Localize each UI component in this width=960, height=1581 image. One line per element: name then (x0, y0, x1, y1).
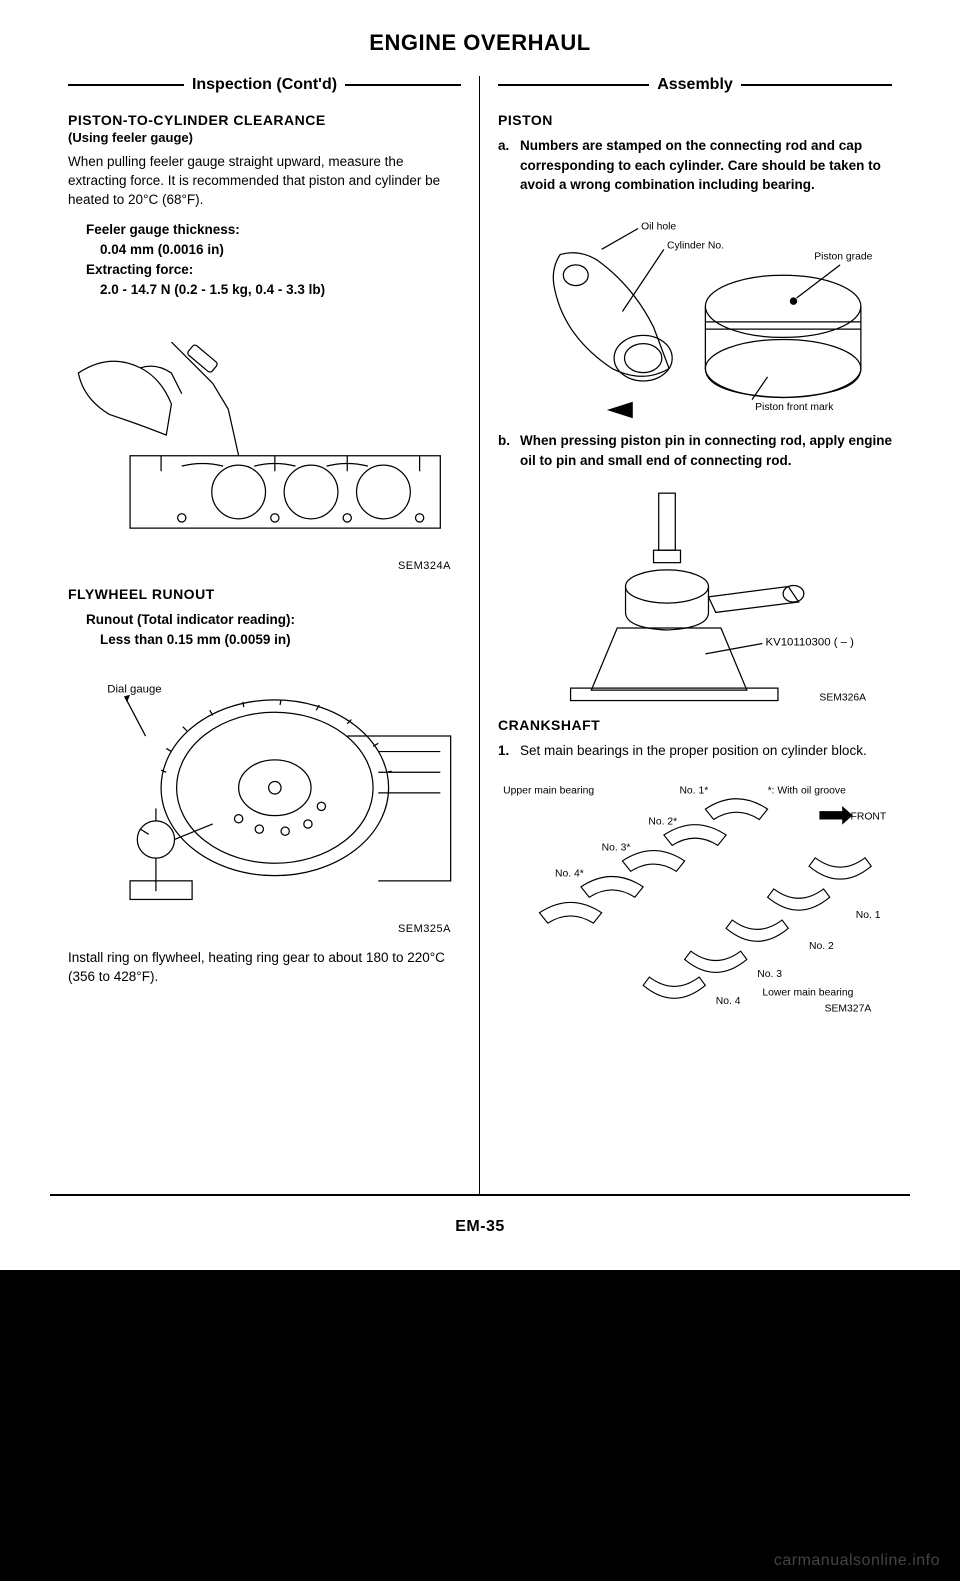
header-rule (741, 84, 892, 86)
header-rule (498, 84, 649, 86)
svg-text:No. 1: No. 1 (856, 910, 881, 921)
figure-code: SEM325A (68, 923, 461, 935)
svg-text:No. 4*: No. 4* (555, 869, 584, 880)
svg-text:Oil hole: Oil hole (641, 221, 676, 232)
piston-clearance-para: When pulling feeler gauge straight upwar… (68, 153, 461, 210)
svg-text:No. 3*: No. 3* (602, 843, 631, 854)
list-item: b. When pressing piston pin in connectin… (498, 431, 892, 470)
main-bearings-figure: Upper main bearing No. 1* *: With oil gr… (498, 778, 892, 1016)
page-number: EM-35 (50, 1218, 910, 1236)
feeler-gauge-figure (68, 311, 461, 549)
header-rule (345, 84, 461, 86)
piston-clearance-heading: PISTON-TO-CYLINDER CLEARANCE (68, 112, 461, 128)
runout-value: Less than 0.15 mm (0.0059 in) (100, 630, 461, 650)
svg-text:No. 3: No. 3 (757, 970, 782, 981)
extracting-force-label: Extracting force: (86, 260, 461, 280)
list-item: 1. Set main bearings in the proper posit… (498, 741, 892, 761)
flywheel-runout-heading: FLYWHEEL RUNOUT (68, 586, 461, 602)
svg-text:No. 2*: No. 2* (648, 817, 677, 828)
figure-code: SEM324A (68, 560, 461, 572)
svg-text:Cylinder No.: Cylinder No. (667, 240, 724, 251)
right-header-label: Assembly (649, 76, 741, 94)
left-header-label: Inspection (Cont'd) (184, 76, 345, 94)
list-marker: a. (498, 136, 520, 195)
feeler-thickness-value: 0.04 mm (0.0016 in) (100, 240, 461, 260)
svg-text:Upper main bearing: Upper main bearing (503, 786, 594, 797)
feeler-thickness-label: Feeler gauge thickness: (86, 220, 461, 240)
piston-rod-figure: Oil hole Cylinder No. Piston grade Pisto… (498, 213, 892, 420)
watermark: carmanualsonline.info (774, 1552, 940, 1570)
svg-text:No. 1*: No. 1* (679, 786, 708, 797)
spec-block: Runout (Total indicator reading): Less t… (86, 610, 461, 651)
list-marker: b. (498, 431, 520, 470)
piston-note-b: When pressing piston pin in connecting r… (520, 431, 892, 470)
right-section-header: Assembly (498, 76, 892, 94)
content-columns: Inspection (Cont'd) PISTON-TO-CYLINDER C… (50, 76, 910, 1196)
flywheel-figure: Dial gauge (68, 674, 461, 912)
list-item: a. Numbers are stamped on the connecting… (498, 136, 892, 195)
left-column: Inspection (Cont'd) PISTON-TO-CYLINDER C… (50, 76, 480, 1194)
piston-note-a: Numbers are stamped on the connecting ro… (520, 136, 892, 195)
right-column: Assembly PISTON a. Numbers are stamped o… (480, 76, 910, 1194)
svg-text:SEM327A: SEM327A (825, 1004, 872, 1015)
svg-text:Piston grade: Piston grade (814, 251, 872, 262)
dial-gauge-label: Dial gauge (107, 684, 161, 696)
svg-text:No. 4: No. 4 (716, 996, 741, 1007)
svg-text:FRONT: FRONT (851, 812, 887, 823)
svg-text:Lower main bearing: Lower main bearing (762, 988, 853, 999)
runout-label: Runout (Total indicator reading): (86, 610, 461, 630)
crankshaft-step-1: Set main bearings in the proper position… (520, 741, 892, 761)
piston-heading: PISTON (498, 112, 892, 128)
piston-press-figure: KV10110300 ( – ) SEM326A (498, 488, 892, 706)
header-rule (68, 84, 184, 86)
svg-text:KV10110300 ( – ): KV10110300 ( – ) (766, 637, 855, 649)
svg-text:SEM326A: SEM326A (819, 693, 866, 704)
manual-page: ENGINE OVERHAUL Inspection (Cont'd) PIST… (0, 0, 960, 1270)
flywheel-install-para: Install ring on flywheel, heating ring g… (68, 949, 461, 987)
piston-clearance-sub: (Using feeler gauge) (68, 130, 461, 145)
svg-text:*: With oil groove: *: With oil groove (768, 786, 847, 797)
crankshaft-heading: CRANKSHAFT (498, 717, 892, 733)
spec-block: Feeler gauge thickness: 0.04 mm (0.0016 … (86, 220, 461, 301)
left-section-header: Inspection (Cont'd) (68, 76, 461, 94)
list-marker: 1. (498, 741, 520, 761)
extracting-force-value: 2.0 - 14.7 N (0.2 - 1.5 kg, 0.4 - 3.3 lb… (100, 280, 461, 300)
page-title: ENGINE OVERHAUL (50, 30, 910, 56)
svg-text:Piston front mark: Piston front mark (755, 402, 834, 413)
svg-text:No. 2: No. 2 (809, 942, 834, 953)
